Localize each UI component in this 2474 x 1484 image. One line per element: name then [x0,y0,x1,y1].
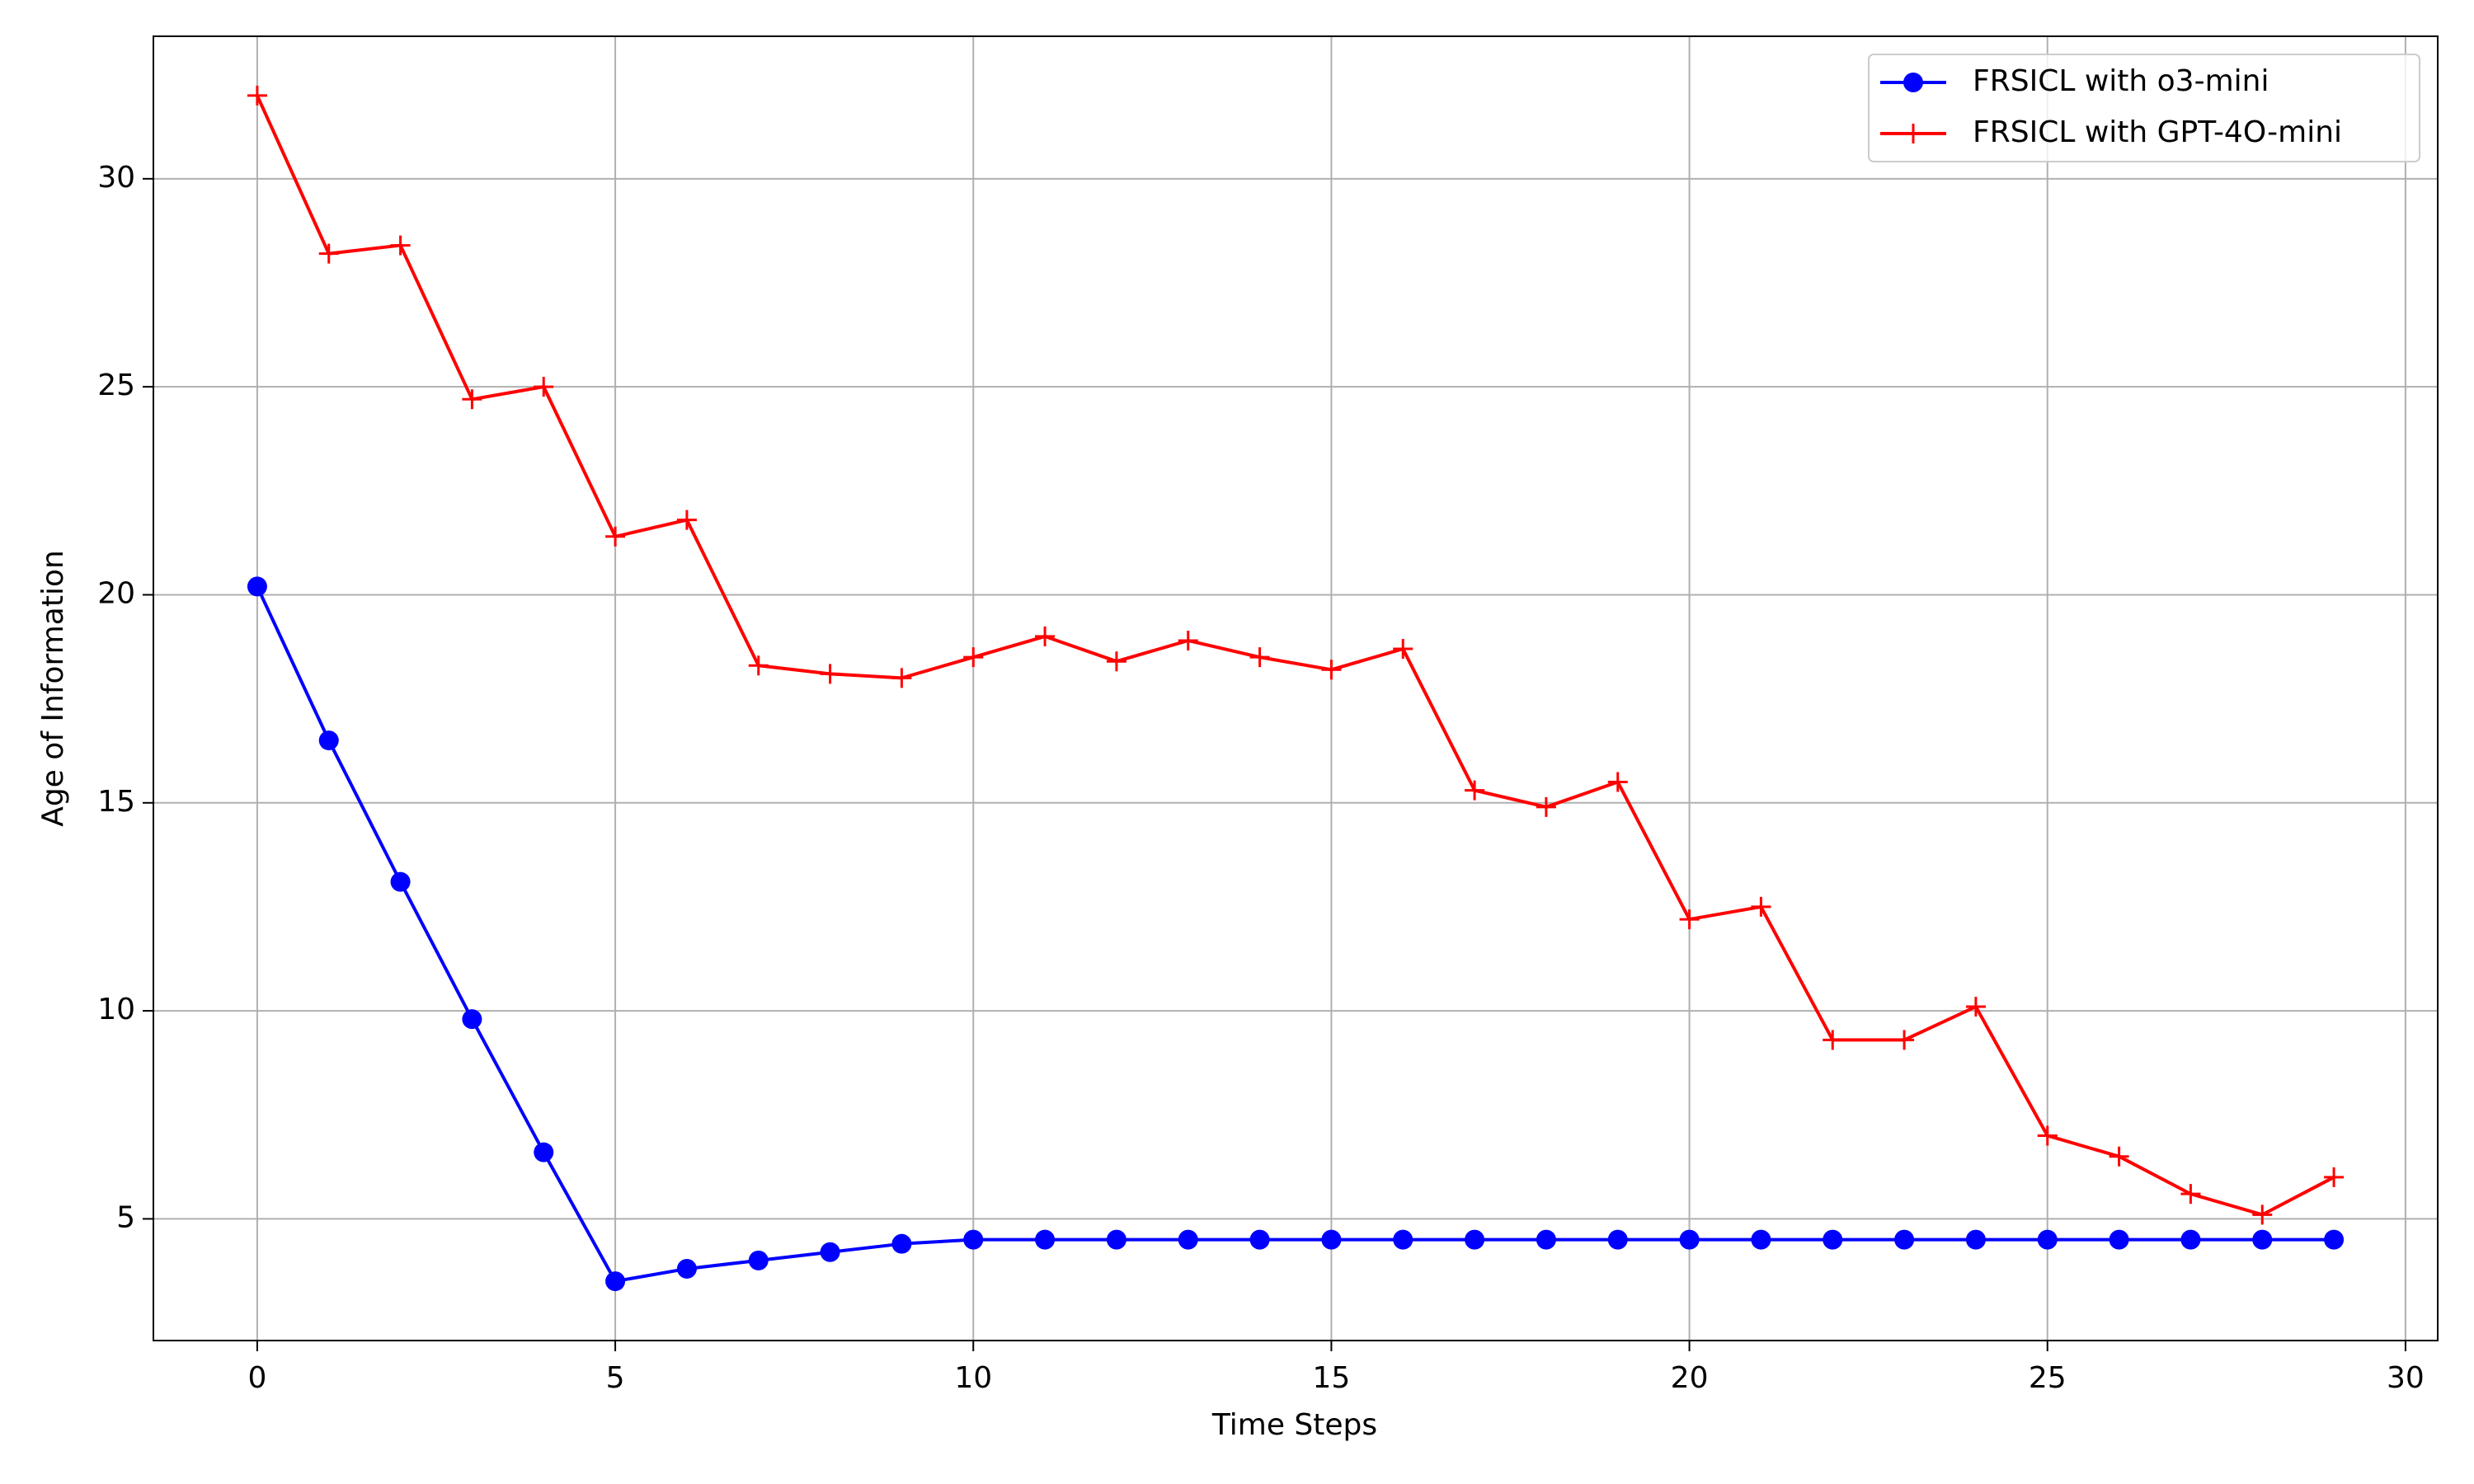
marker [1249,1229,1270,1250]
marker [1823,1030,1843,1050]
legend-label: FRSICL with o3-mini [1973,64,2269,98]
marker [963,647,984,668]
marker [247,85,267,106]
marker [534,377,554,397]
series-line [256,585,2335,1284]
marker [462,389,482,410]
marker [1106,1229,1126,1250]
y-tick-label: 20 [97,576,135,610]
marker [1894,1030,1915,1050]
x-tick-label: 5 [606,1361,625,1395]
marker [1393,1229,1413,1250]
marker [1178,1229,1198,1250]
marker [1823,1229,1843,1250]
marker [1106,651,1126,672]
marker [2180,1229,2201,1250]
marker [534,1142,554,1162]
marker [1679,909,1700,930]
marker [1321,1229,1342,1250]
x-tick-label: 30 [2387,1361,2425,1395]
marker [820,664,840,684]
marker [963,1229,984,1250]
marker [1465,1229,1485,1250]
marker [748,1250,769,1270]
x-tick-label: 20 [1671,1361,1709,1395]
marker [1751,1229,1771,1250]
series-line [256,95,2335,1217]
marker [1321,660,1342,680]
marker [1607,1229,1628,1250]
marker [2324,1229,2345,1250]
marker [748,655,769,676]
legend-label: FRSICL with GPT-4O-mini [1973,115,2342,149]
marker [2252,1205,2273,1225]
y-tick-label: 15 [97,785,135,819]
x-tick-label: 25 [2029,1361,2067,1395]
marker [1607,772,1628,792]
marker [820,1242,840,1262]
marker [2109,1229,2129,1250]
legend-box [1868,54,2420,162]
marker [2037,1125,2058,1146]
marker [247,576,267,597]
marker [1249,647,1270,668]
marker [462,1009,482,1030]
marker [1751,896,1771,917]
marker [891,1233,912,1254]
marker [1965,1229,1986,1250]
marker [1035,1229,1056,1250]
marker [1894,1229,1915,1250]
marker [1178,630,1198,650]
marker [2109,1146,2129,1167]
y-tick-label: 10 [97,993,135,1026]
marker [676,1258,697,1279]
marker [2037,1229,2058,1250]
marker [1903,73,1923,92]
marker [2252,1229,2273,1250]
marker [1679,1229,1700,1250]
marker [1903,124,1923,143]
marker [2324,1167,2345,1187]
y-tick-label: 5 [116,1200,135,1234]
marker [605,526,626,547]
x-tick-label: 15 [1313,1361,1351,1395]
marker [1536,1229,1556,1250]
marker [1536,796,1556,817]
marker [2180,1184,2201,1205]
marker [390,871,411,892]
marker [1965,997,1986,1017]
x-tick-label: 10 [954,1361,992,1395]
marker [676,510,697,530]
y-axis-label: Age of Information [36,550,70,827]
y-tick-label: 30 [97,161,135,195]
marker [390,235,411,256]
marker [605,1271,626,1292]
marker [318,730,339,751]
marker [318,243,339,264]
marker [1035,626,1056,646]
marker [1393,639,1413,660]
x-axis-label: Time Steps [1211,1408,1377,1442]
marker [891,668,912,688]
marker [1465,780,1485,801]
plot-frame [153,35,2439,1341]
y-tick-label: 25 [97,369,135,402]
x-tick-label: 0 [247,1361,266,1395]
